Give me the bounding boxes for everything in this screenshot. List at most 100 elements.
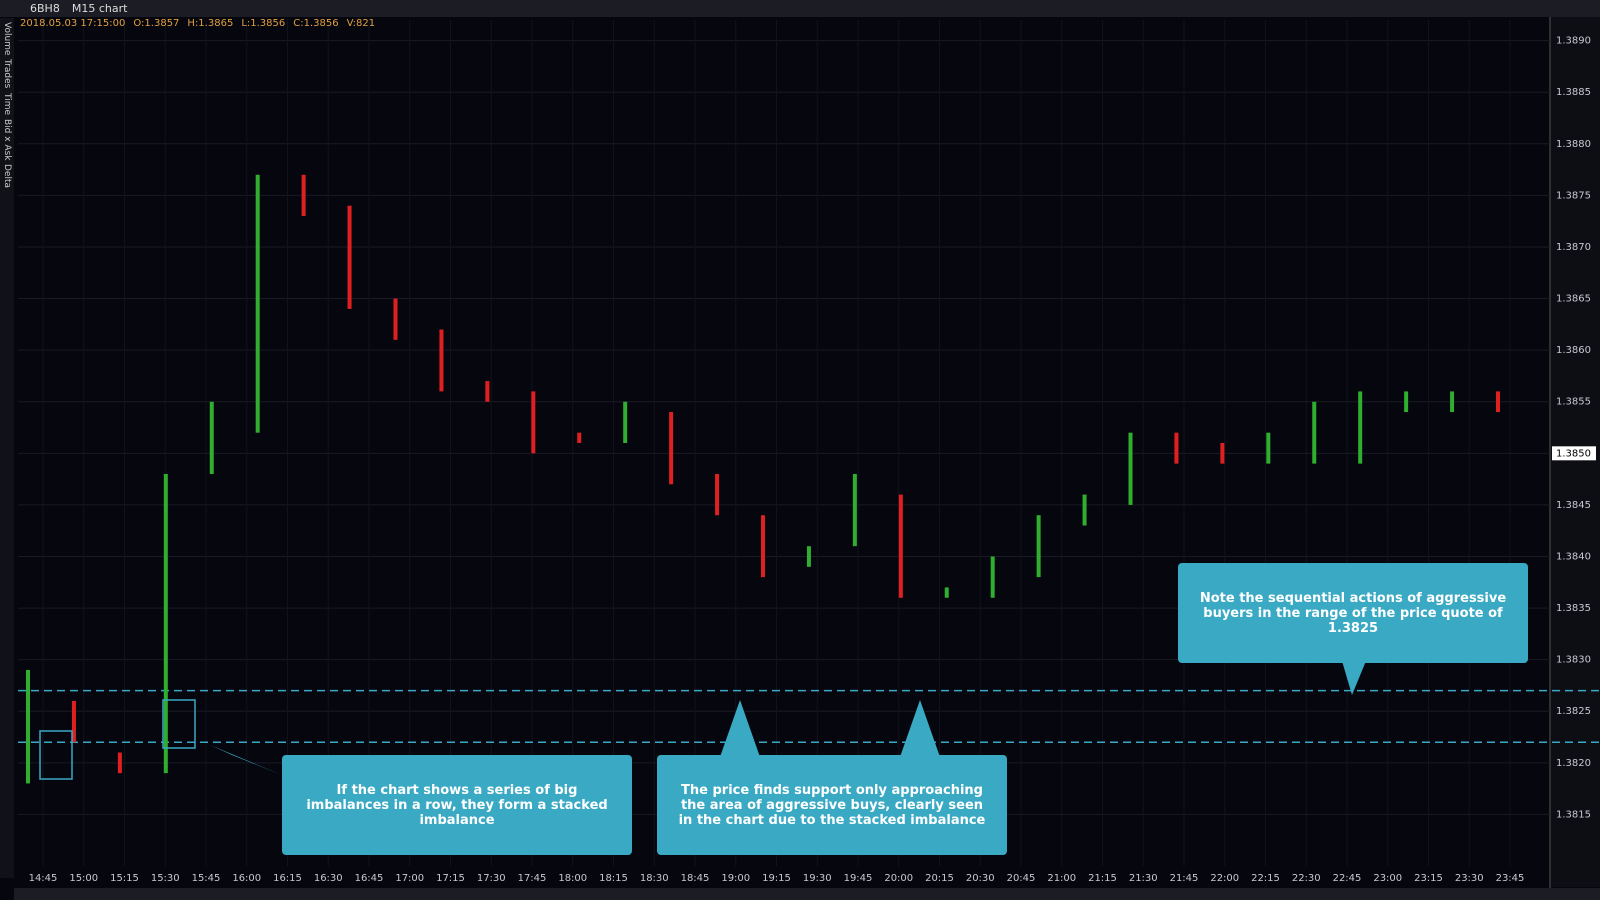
candle-body bbox=[163, 473, 168, 774]
x-tick-label: 20:45 bbox=[1007, 873, 1036, 884]
info-bar: 2018.05.03 17:15:00 O:1.3857 H:1.3865 L:… bbox=[20, 18, 375, 29]
candle-body bbox=[1358, 391, 1363, 464]
callout-pointer bbox=[1342, 661, 1366, 695]
candle-body bbox=[255, 174, 260, 433]
candle-body bbox=[117, 752, 122, 774]
datetime: 2018.05.03 17:15:00 bbox=[20, 18, 126, 29]
x-tick-label: 17:00 bbox=[395, 873, 424, 884]
x-tick-label: 15:30 bbox=[151, 873, 180, 884]
imbalance-highlight bbox=[162, 699, 196, 749]
x-tick-label: 14:45 bbox=[29, 873, 58, 884]
callout-pointer bbox=[210, 745, 282, 775]
current-price-box bbox=[1552, 446, 1596, 461]
candle-body bbox=[393, 298, 398, 340]
x-tick-label: 18:45 bbox=[681, 873, 710, 884]
x-tick-label: 18:00 bbox=[558, 873, 587, 884]
high: H:1.3865 bbox=[187, 18, 234, 29]
candle-body bbox=[577, 432, 582, 443]
candle-body bbox=[347, 205, 352, 309]
x-tick-label: 22:45 bbox=[1333, 873, 1362, 884]
symbol[interactable]: 6BH8 bbox=[30, 2, 60, 15]
x-tick-label: 23:30 bbox=[1455, 873, 1484, 884]
x-tick-label: 16:00 bbox=[232, 873, 261, 884]
candle-body bbox=[806, 546, 811, 567]
x-tick-label: 17:45 bbox=[518, 873, 547, 884]
y-tick-label: 1.3825 bbox=[1556, 706, 1591, 717]
x-tick-label: 21:30 bbox=[1129, 873, 1158, 884]
candle-body bbox=[715, 473, 720, 516]
candle-body bbox=[1496, 391, 1500, 413]
callout: Note the sequential actions of aggressiv… bbox=[1178, 563, 1528, 663]
candle-body bbox=[439, 329, 444, 392]
y-tick-label: 1.3890 bbox=[1556, 36, 1591, 47]
x-tick-label: 20:30 bbox=[966, 873, 995, 884]
candle-body bbox=[944, 587, 949, 598]
candle-body bbox=[1082, 494, 1087, 526]
y-tick-label: 1.3880 bbox=[1556, 139, 1591, 150]
plot-area bbox=[18, 20, 1550, 866]
callout: The price finds support only approaching… bbox=[657, 755, 1007, 855]
side-tab[interactable]: Trades bbox=[2, 59, 12, 89]
y-tick-label: 1.3830 bbox=[1556, 655, 1591, 666]
volume: V:821 bbox=[346, 18, 376, 29]
x-tick-label: 22:00 bbox=[1210, 873, 1239, 884]
x-tick-label: 19:30 bbox=[803, 873, 832, 884]
x-tick-label: 22:15 bbox=[1251, 873, 1280, 884]
x-tick-label: 15:00 bbox=[69, 873, 98, 884]
low: L:1.3856 bbox=[241, 18, 286, 29]
candle-body bbox=[301, 174, 306, 217]
candle-body bbox=[761, 515, 765, 578]
x-tick-label: 21:00 bbox=[1047, 873, 1076, 884]
y-tick-label: 1.3815 bbox=[1556, 809, 1591, 820]
x-tick-label: 19:15 bbox=[762, 873, 791, 884]
x-tick-label: 16:45 bbox=[355, 873, 384, 884]
x-tick-label: 18:30 bbox=[640, 873, 669, 884]
x-tick-label: 20:15 bbox=[925, 873, 954, 884]
candle-body bbox=[209, 401, 214, 474]
callout: If the chart shows a series of big imbal… bbox=[282, 755, 632, 855]
y-tick-label: 1.3860 bbox=[1556, 345, 1591, 356]
x-tick-label: 21:15 bbox=[1088, 873, 1117, 884]
candle-body bbox=[1266, 432, 1271, 464]
x-tick-label: 22:30 bbox=[1292, 873, 1321, 884]
close: C:1.3856 bbox=[293, 18, 339, 29]
candle-body bbox=[1174, 432, 1179, 464]
callout-pointer bbox=[900, 700, 940, 757]
y-tick-label: 1.3885 bbox=[1556, 87, 1591, 98]
x-tick-label: 15:15 bbox=[110, 873, 139, 884]
y-tick-label: 1.3855 bbox=[1556, 397, 1591, 408]
x-tick-label: 17:15 bbox=[436, 873, 465, 884]
candle-body bbox=[1404, 391, 1409, 413]
x-tick-label: 16:15 bbox=[273, 873, 302, 884]
y-tick-label: 1.3875 bbox=[1556, 190, 1591, 201]
candle-body bbox=[852, 473, 857, 547]
y-tick-label: 1.3835 bbox=[1556, 603, 1591, 614]
side-tab[interactable]: Bid x Ask bbox=[2, 118, 12, 161]
candle-body bbox=[1312, 401, 1317, 464]
candle-body bbox=[531, 391, 536, 454]
candle-body bbox=[898, 494, 903, 598]
scrollbar bbox=[14, 888, 1600, 900]
x-tick-label: 23:15 bbox=[1414, 873, 1443, 884]
x-tick-label: 19:00 bbox=[721, 873, 750, 884]
candle-body bbox=[669, 412, 674, 485]
x-tick-label: 23:45 bbox=[1496, 873, 1525, 884]
candle-body bbox=[1128, 432, 1133, 505]
y-tick-label: 1.3820 bbox=[1556, 758, 1591, 769]
y-tick-label: 1.3845 bbox=[1556, 500, 1591, 511]
imbalance-highlight bbox=[39, 730, 73, 780]
candle-body bbox=[71, 700, 76, 743]
x-tick-label: 19:45 bbox=[844, 873, 873, 884]
y-tick-label: 1.3840 bbox=[1556, 551, 1591, 562]
chart-name[interactable]: M15 chart bbox=[71, 2, 128, 15]
side-tab[interactable]: Time bbox=[2, 92, 12, 115]
side-tab[interactable]: Volume bbox=[2, 22, 12, 56]
x-tick-label: 16:30 bbox=[314, 873, 343, 884]
toolbar: 6BH8 M15 chart bbox=[0, 0, 1600, 17]
candle-body bbox=[990, 556, 995, 598]
x-tick-label: 21:45 bbox=[1170, 873, 1199, 884]
side-tab[interactable]: Delta bbox=[2, 164, 12, 189]
candle-body bbox=[1220, 443, 1225, 464]
